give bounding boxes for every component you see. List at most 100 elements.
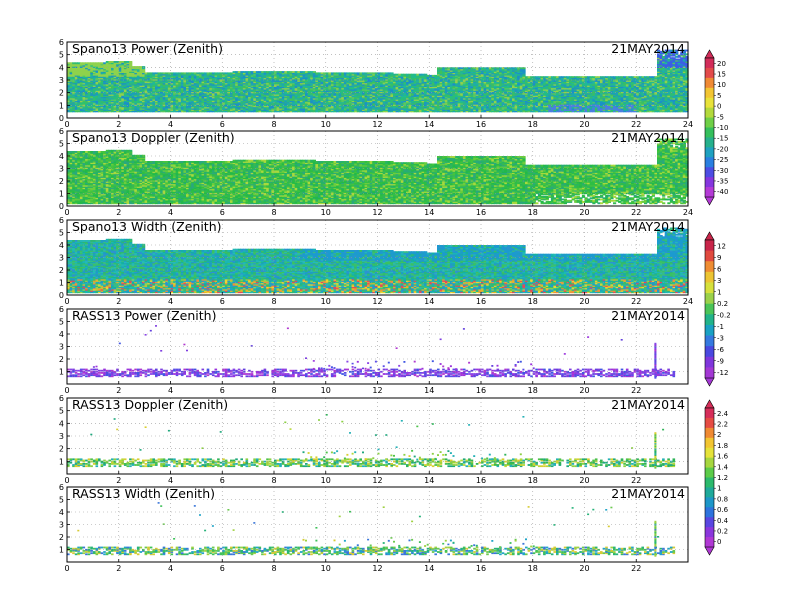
x-tick-label: 12 (372, 564, 382, 573)
colorbar-tick-label: -15 (717, 135, 728, 143)
x-tick-label: 2 (116, 208, 121, 217)
y-tick-label: 5 (59, 229, 64, 238)
colorbar-doppler: 2.4 2.2 2 1.8 1.6 1.4 1.2 1 0.8 0.6 0.4 0.2 0 (704, 399, 729, 556)
data-cells (67, 49, 689, 113)
y-tick-label: 1 (59, 546, 64, 555)
x-tick-label: 18 (528, 386, 538, 395)
x-tick-label: 4 (168, 386, 173, 395)
y-tick-label: 2 (59, 533, 64, 542)
y-tick-label: 0 (59, 202, 64, 211)
colorbar-tick-label: -0.2 (717, 311, 731, 319)
x-tick-label: 16 (476, 476, 486, 485)
x-tick-label: 6 (220, 564, 225, 573)
colorbar-tick-label: 3 (717, 277, 721, 285)
panel-title: RASS13 Power (Zenith) (72, 308, 216, 323)
x-tick-label: 22 (631, 564, 641, 573)
x-tick-label: 6 (220, 120, 225, 129)
colorbar-tick-label: -20 (717, 145, 728, 153)
y-tick-label: 2 (59, 177, 64, 186)
y-tick-label: 5 (59, 318, 64, 327)
y-tick-label: 4 (59, 508, 64, 517)
x-tick-label: 10 (321, 476, 331, 485)
x-tick-label: 22 (631, 386, 641, 395)
x-tick-label: 24 (683, 297, 693, 306)
colorbar-tick-label: 0.4 (717, 517, 729, 525)
y-tick-label: 4 (59, 63, 64, 72)
panel-title: Spano13 Power (Zenith) (72, 41, 223, 56)
x-tick-label: 16 (476, 208, 486, 217)
x-tick-label: 16 (476, 564, 486, 573)
x-tick-label: 6 (220, 208, 225, 217)
x-tick-label: 0 (64, 476, 69, 485)
x-tick-label: 2 (116, 386, 121, 395)
y-tick-label: 6 (59, 483, 64, 492)
x-tick-label: 16 (476, 297, 486, 306)
x-tick-label: 8 (271, 120, 276, 129)
x-tick-label: 4 (168, 120, 173, 129)
x-tick-label: 6 (220, 386, 225, 395)
x-tick-label: 12 (372, 476, 382, 485)
x-tick-label: 14 (424, 297, 434, 306)
x-tick-label: 2 (116, 476, 121, 485)
x-tick-label: 8 (271, 476, 276, 485)
x-tick-label: 20 (579, 297, 589, 306)
x-tick-label: 16 (476, 386, 486, 395)
x-tick-label: 8 (271, 386, 276, 395)
y-tick-label: 4 (59, 241, 64, 250)
colorbar-tick-label: 2.4 (717, 410, 729, 418)
y-tick-label: 6 (59, 394, 64, 403)
grid (67, 220, 688, 295)
x-tick-label: 22 (631, 297, 641, 306)
x-tick-label: 4 (168, 564, 173, 573)
x-tick-label: 20 (579, 120, 589, 129)
y-tick-label: 3 (59, 343, 64, 352)
x-tick-label: 16 (476, 120, 486, 129)
y-tick-label: 2 (59, 89, 64, 98)
x-tick-label: 22 (631, 208, 641, 217)
x-tick-label: 14 (424, 120, 434, 129)
x-tick-label: 20 (579, 386, 589, 395)
colorbar-tick-label: 9 (717, 254, 721, 262)
panel-date: 21MAY2014 (611, 219, 685, 234)
colorbar-tick-label: 1 (717, 485, 721, 493)
y-tick-label: 1 (59, 101, 64, 110)
y-tick-label: 3 (59, 76, 64, 85)
y-tick-label: 4 (59, 419, 64, 428)
x-tick-label: 14 (424, 208, 434, 217)
y-tick-label: 4 (59, 330, 64, 339)
y-tick-label: 1 (59, 457, 64, 466)
x-tick-label: 12 (372, 386, 382, 395)
x-tick-label: 22 (631, 120, 641, 129)
data-cells (67, 414, 676, 469)
x-tick-label: 6 (220, 476, 225, 485)
y-tick-label: 0 (59, 114, 64, 123)
data-cells (67, 138, 689, 205)
colorbar-tick-label: 0.6 (717, 506, 729, 514)
colorbar-tick-label: -12 (717, 369, 728, 377)
y-tick-label: 0 (59, 291, 64, 300)
x-tick-label: 18 (528, 297, 538, 306)
x-tick-label: 2 (116, 297, 121, 306)
y-tick-label: 6 (59, 38, 64, 47)
panel-date: 21MAY2014 (611, 308, 685, 323)
data-cells (67, 227, 689, 294)
colorbar-tick-label: 1.2 (717, 474, 728, 482)
colorbar-tick-label: -40 (717, 188, 728, 196)
y-tick-label: 6 (59, 305, 64, 314)
x-tick-label: 24 (683, 208, 693, 217)
colorbar-tick-label: -3 (717, 334, 724, 342)
colorbar-tick-label: 1 (717, 288, 721, 296)
x-tick-label: 18 (528, 564, 538, 573)
x-tick-label: 0 (64, 297, 69, 306)
colorbar-tick-label: 2.2 (717, 421, 728, 429)
colorbar-tick-label: -35 (717, 177, 728, 185)
x-tick-label: 12 (372, 208, 382, 217)
x-tick-label: 18 (528, 120, 538, 129)
x-tick-label: 18 (528, 208, 538, 217)
colorbar-tick-label: 0.2 (717, 300, 728, 308)
colorbar-tick-label: 15 (717, 71, 726, 79)
x-tick-label: 12 (372, 120, 382, 129)
x-tick-label: 0 (64, 208, 69, 217)
